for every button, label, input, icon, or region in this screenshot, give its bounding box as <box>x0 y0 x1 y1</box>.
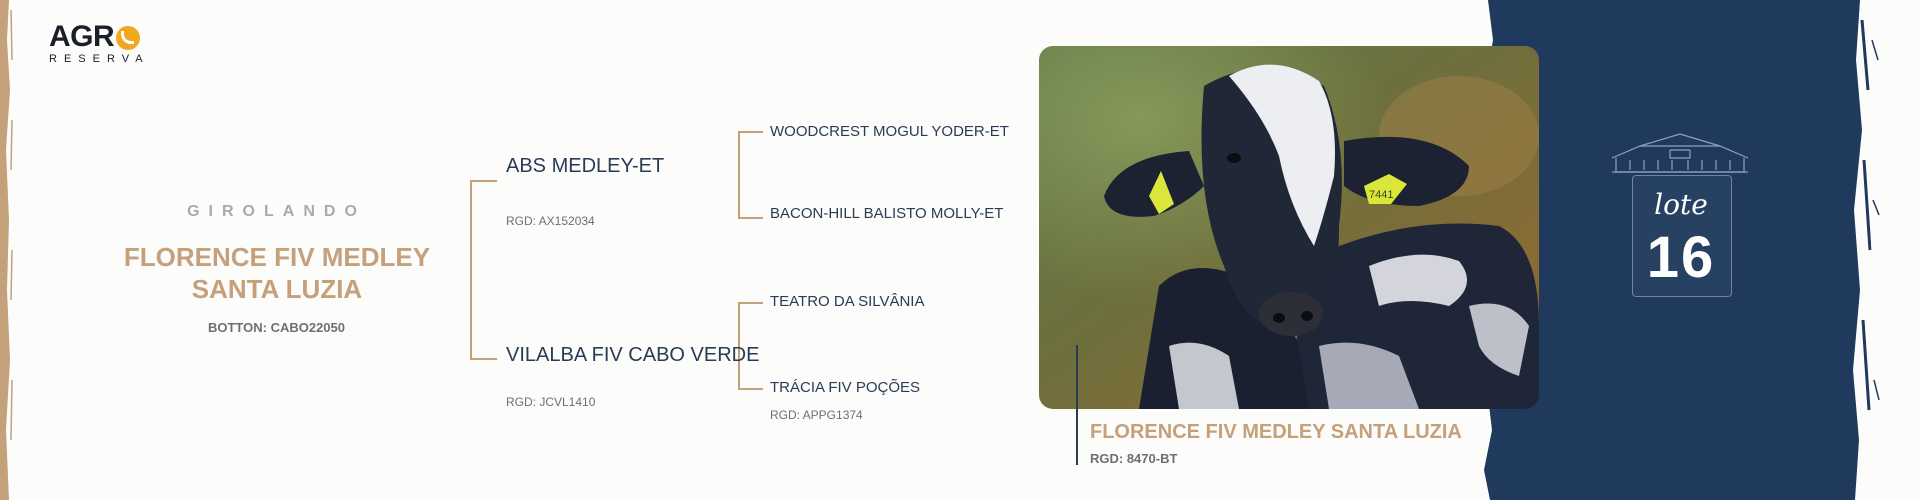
photo-caption-title: FLORENCE FIV MEDLEY SANTA LUZIA <box>1090 421 1462 443</box>
right-brush-panel <box>1484 0 1920 500</box>
sire-rgd: RGD: AX152034 <box>506 214 595 228</box>
caption-accent-bar <box>1076 345 1078 465</box>
left-brush-edge <box>0 0 13 500</box>
farmhouse-icon <box>1611 133 1749 173</box>
lote-label: lote <box>1654 188 1708 221</box>
logo-text: AGR <box>49 20 115 53</box>
ear-tag-text: 7441 <box>1369 189 1393 201</box>
lote-number: 16 <box>1646 225 1716 290</box>
logo-subtitle: RESERVA <box>49 53 150 65</box>
animal-photo: 7441 <box>1039 46 1539 409</box>
sire-dam-name: BACON-HILL BALISTO MOLLY-ET <box>770 205 1004 222</box>
botton-code: BOTTON: CABO22050 <box>207 320 345 335</box>
pedigree-line <box>470 358 497 360</box>
pedigree-line <box>738 131 740 219</box>
sire-sire-name: WOODCREST MOGUL YODER-ET <box>770 123 1009 140</box>
pedigree-line <box>738 217 763 219</box>
dam-rgd: RGD: JCVL1410 <box>506 395 596 409</box>
logo-clock-icon <box>116 26 141 50</box>
pedigree-line <box>738 302 740 390</box>
dam-name: VILALBA FIV CABO VERDE <box>506 344 760 366</box>
animal-name: FLORENCE FIV MEDLEY SANTA LUZIA <box>112 241 442 305</box>
dam-sire-name: TEATRO DA SILVÂNIA <box>770 293 925 310</box>
sire-name: ABS MEDLEY-ET <box>506 155 665 177</box>
pedigree-line <box>470 180 497 182</box>
brand-logo: AGR <box>49 20 141 53</box>
pedigree-line <box>738 302 763 304</box>
animal-name-line2: SANTA LUZIA <box>191 274 363 304</box>
photo-caption-rgd: RGD: 8470-BT <box>1090 451 1178 466</box>
animal-name-line1: FLORENCE FIV MEDLEY <box>123 242 431 272</box>
pedigree-line <box>738 131 763 133</box>
dam-dam-rgd: RGD: APPG1374 <box>770 408 863 422</box>
breed-label: GIROLANDO <box>187 203 366 220</box>
dam-dam-name: TRÁCIA FIV POÇÕES <box>770 379 921 396</box>
pedigree-line <box>738 388 763 390</box>
lote-badge <box>1632 175 1732 297</box>
pedigree-line <box>470 180 472 360</box>
